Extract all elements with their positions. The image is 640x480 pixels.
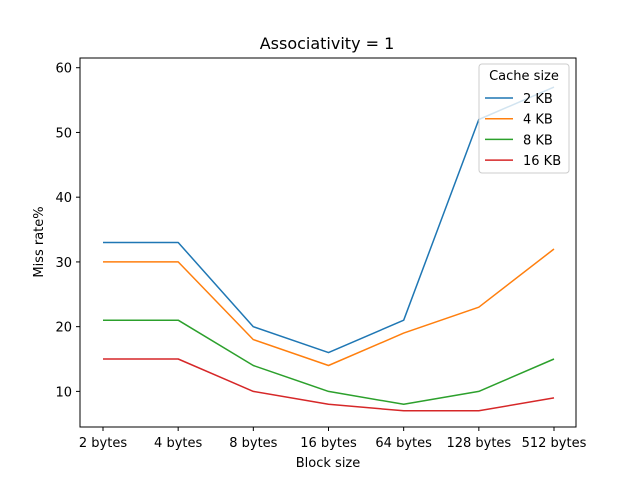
- legend-label: 16 KB: [523, 154, 561, 169]
- legend-label: 8 KB: [523, 133, 553, 148]
- x-tick-label: 512 bytes: [522, 436, 587, 451]
- x-tick-label: 4 bytes: [154, 436, 202, 451]
- legend-title: Cache size: [489, 69, 559, 84]
- series-line-16-kb: [103, 358, 555, 412]
- x-tick-label: 8 bytes: [229, 436, 277, 451]
- y-tick-label: 20: [55, 321, 72, 336]
- y-axis-title: Miss rate%: [32, 206, 47, 277]
- series-line-4-kb: [103, 248, 555, 367]
- y-tick-label: 50: [55, 126, 72, 141]
- y-tick-label: 30: [55, 256, 72, 271]
- x-tick-label: 16 bytes: [300, 436, 357, 451]
- x-tick-label: 64 bytes: [375, 436, 432, 451]
- legend: Cache size 2 KB 4 KB 8 KB 16 KB: [478, 63, 570, 174]
- x-tick-label: 128 bytes: [446, 436, 511, 451]
- legend-label: 2 KB: [523, 92, 553, 107]
- chart-title: Associativity = 1: [260, 34, 395, 53]
- x-axis-title: Block size: [296, 456, 361, 471]
- x-axis: 2 bytes 4 bytes 8 bytes 16 bytes 64 bytes 128…: [79, 427, 587, 451]
- series-line-8-kb: [103, 319, 555, 406]
- x-tick-label: 2 bytes: [79, 436, 127, 451]
- y-tick-label: 10: [55, 385, 72, 400]
- y-axis: 10 20 30 40 50 60: [55, 62, 80, 400]
- legend-items: 2 KB 4 KB 8 KB 16 KB: [485, 92, 561, 169]
- legend-label: 4 KB: [523, 113, 553, 128]
- y-tick-label: 40: [55, 191, 72, 206]
- legend-box: [478, 63, 570, 174]
- y-tick-label: 60: [55, 62, 72, 77]
